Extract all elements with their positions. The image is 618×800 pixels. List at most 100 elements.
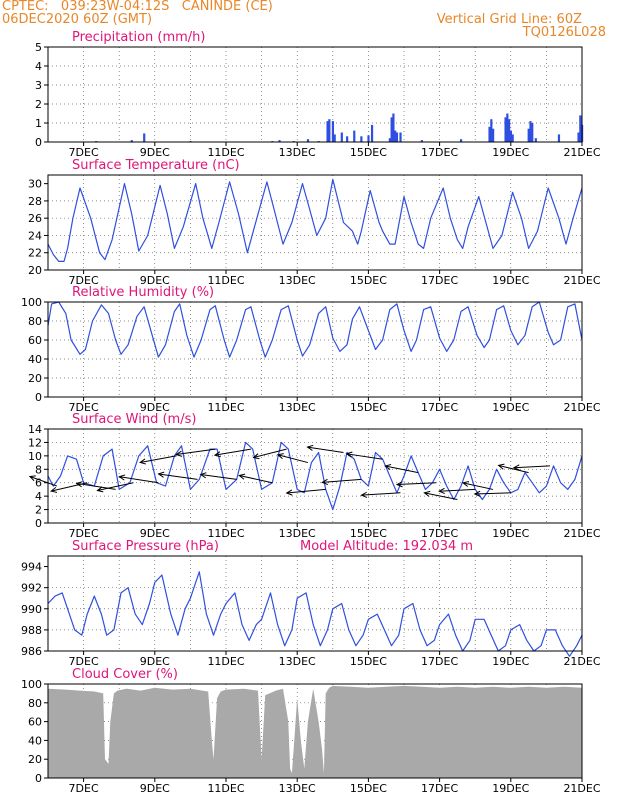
panel-4-wind-arrowhead	[360, 491, 368, 498]
panel-4-line	[47, 441, 583, 511]
panel-1-bar	[395, 132, 399, 142]
panel-1-bar	[490, 119, 493, 142]
panel-2-ytick-label: 26	[28, 212, 42, 225]
panel-1-bar	[394, 130, 397, 142]
panel-4-wind-vector	[424, 492, 458, 500]
panel-5-line	[47, 571, 583, 657]
panel-6-frame	[47, 683, 583, 779]
panel-4-xtick-label: 19DEC	[492, 527, 529, 540]
panel-4-xtick-label: 17DEC	[421, 527, 458, 540]
panel-1-bar	[399, 132, 402, 142]
panel-4-wind-vector	[385, 465, 419, 474]
panel-3-xtick-label: 17DEC	[421, 401, 458, 414]
panel-1-bar	[509, 130, 512, 142]
panel-4-wind-vector	[97, 482, 134, 492]
panel-4-ytick-label: 0	[35, 517, 42, 530]
panel-1-frame	[47, 46, 583, 143]
panel-4-wind-vector	[200, 474, 237, 480]
panel-6-ytick-label: 20	[28, 753, 42, 766]
panel-3-ytick-label: 40	[28, 353, 42, 366]
panel-5-xtick-label: 21DEC	[563, 655, 600, 668]
panel-5-ytick-label: 992	[21, 582, 42, 595]
header-grid-note: Vertical Grid Line: 60Z	[436, 12, 582, 27]
panel-6-xtick-label: 11DEC	[207, 782, 244, 795]
panel-1-xtick-label: 19DEC	[492, 146, 529, 159]
panel-1-ytick-label: 1	[35, 117, 42, 130]
panel-1-bar	[333, 134, 336, 142]
panel-1-bar	[388, 138, 391, 142]
panel-4-wind-arrowhead	[252, 453, 260, 460]
panel-4-wind-vector	[498, 464, 529, 474]
panel-4-wind-arrowhead	[199, 472, 207, 479]
panel-5-ytick-label: 986	[21, 645, 42, 658]
panel-4-wind-vector	[307, 446, 344, 453]
panel-5-title: Surface Pressure (hPa)	[72, 539, 219, 554]
panel-1-xtick-label: 15DEC	[350, 146, 387, 159]
panel-1-bar	[326, 121, 329, 142]
panel-4-wind-vector	[462, 482, 494, 490]
panel-1-xtick-label: 13DEC	[279, 146, 316, 159]
panel-2-xtick-label: 19DEC	[492, 274, 529, 287]
panel-4-wind-vector	[286, 488, 326, 494]
panel-4-wind-arrowhead	[75, 481, 83, 488]
panel-1-xtick-label: 11DEC	[207, 146, 244, 159]
panel-1-bar	[328, 119, 331, 142]
panel-6-ytick-label: 80	[28, 697, 42, 710]
panel-3-xtick-label: 21DEC	[563, 401, 600, 414]
panel-4-wind-vector	[253, 448, 287, 459]
panel-4-ytick-label: 12	[28, 436, 42, 449]
panel-4-ytick-label: 6	[35, 477, 42, 490]
panel-4-wind-arrowhead	[306, 444, 314, 451]
panel-4-wind-vector	[513, 465, 550, 469]
panel-2-xtick-label: 7DEC	[69, 274, 99, 287]
panel-1-ytick-label: 3	[35, 79, 42, 92]
panel-2-xtick-label: 21DEC	[563, 274, 600, 287]
panel-6-xtick-label: 9DEC	[140, 782, 170, 795]
panel-4-xtick-label: 7DEC	[69, 527, 99, 540]
panel-1-bar	[331, 121, 334, 142]
panel-1-bar	[459, 139, 463, 142]
panel-4-wind-arrowhead	[461, 480, 469, 487]
panel-4-wind-arrowhead	[118, 474, 126, 481]
panel-4-wind-arrowhead	[96, 486, 104, 493]
panel-1-bar	[579, 115, 582, 142]
panel-6-xtick-label: 19DEC	[492, 782, 529, 795]
panel-4-wind-arrowhead	[285, 489, 293, 496]
panel-2-xtick-label: 11DEC	[207, 274, 244, 287]
panel-3-line	[47, 301, 583, 358]
panel-5-frame	[47, 555, 583, 652]
panel-4-wind-vector	[119, 476, 159, 484]
panel-4-wind-vector	[239, 475, 273, 484]
panel-3-ytick-label: 20	[28, 372, 42, 385]
panel-5-xtick-label: 15DEC	[350, 655, 387, 668]
panel-2-ytick-label: 30	[28, 178, 42, 191]
panel-1-bar	[353, 130, 356, 142]
panel-4-wind-arrowhead	[512, 464, 520, 471]
panel-6-area	[48, 685, 582, 778]
panel-3-ytick-label: 60	[28, 334, 42, 347]
panel-1-ytick-label: 4	[35, 60, 42, 73]
panel-4-wind-vector	[439, 488, 476, 492]
panel-2-ytick-label: 24	[28, 229, 42, 242]
panel-4-wind-arrowhead	[384, 464, 392, 471]
panel-5-xtick-label: 13DEC	[279, 655, 316, 668]
panel-1-bar	[340, 132, 343, 142]
panel-4-wind-arrowhead	[345, 451, 353, 458]
panel-5-xtick-label: 9DEC	[140, 655, 170, 668]
panel-4-wind-arrowhead	[175, 450, 183, 457]
panel-5-xtick-label: 17DEC	[421, 655, 458, 668]
panel-1-bar	[390, 117, 393, 142]
panel-4-wind-arrowhead	[139, 458, 147, 465]
header-station-line: CPTEC: 039:23W-04:12S CANINDE (CE)	[2, 0, 273, 14]
panel-6-title: Cloud Cover (%)	[72, 667, 178, 682]
panel-4-wind-vector	[140, 455, 177, 463]
panel-2-xtick-label: 17DEC	[421, 274, 458, 287]
panel-3-xtick-label: 15DEC	[350, 401, 387, 414]
panel-4-wind-arrowhead	[50, 486, 58, 493]
panel-4-wind-arrowhead	[28, 475, 36, 482]
panel-1-bar	[278, 140, 281, 142]
panel-1-ytick-label: 5	[35, 41, 42, 54]
panel-4-wind-vector	[214, 448, 252, 456]
panel-4-wind-arrowhead	[321, 478, 329, 486]
panel-6-ytick-label: 40	[28, 734, 42, 747]
